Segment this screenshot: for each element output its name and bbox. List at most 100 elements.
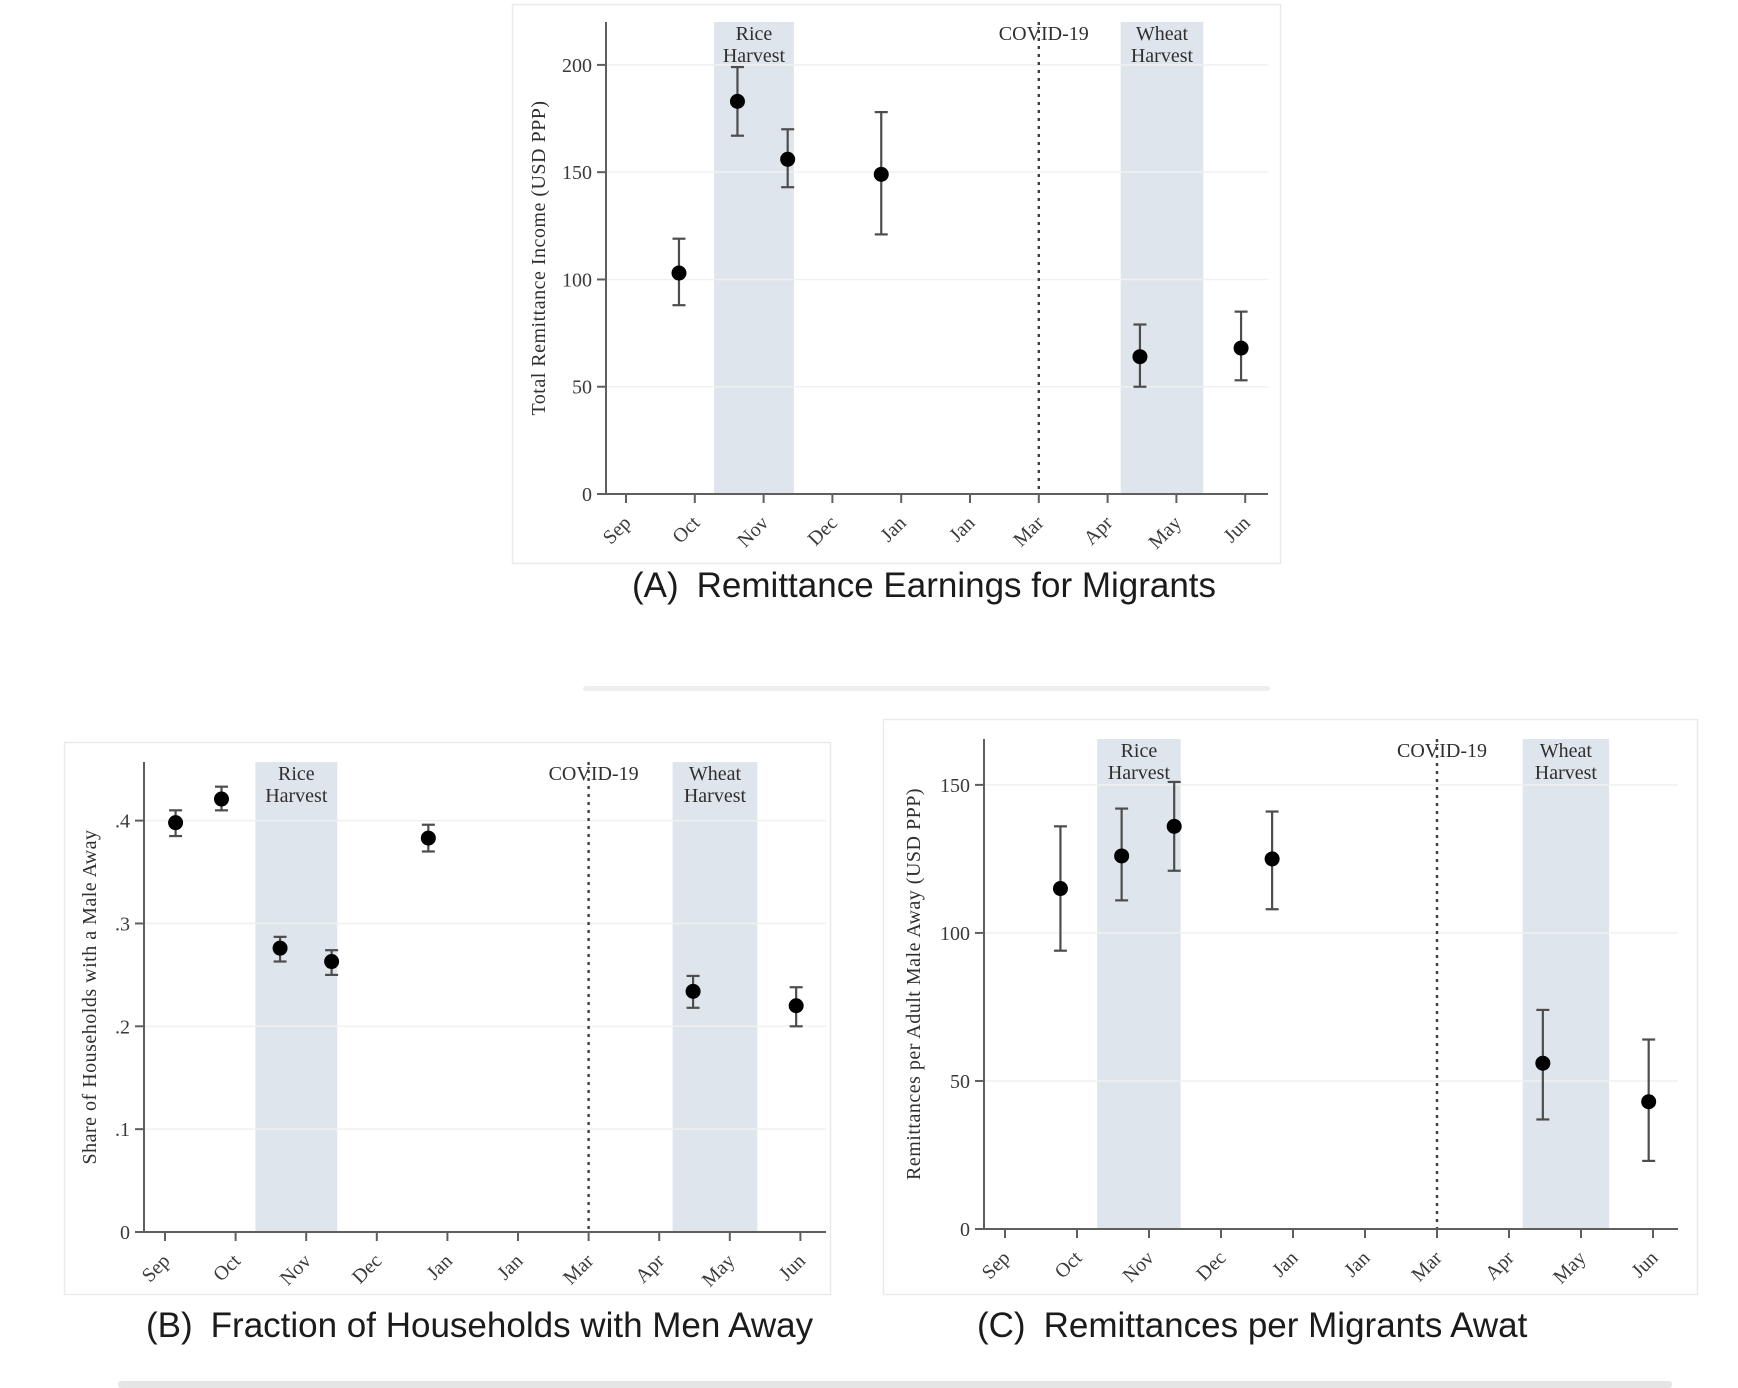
covid-label: COVID-19 [999,23,1089,45]
blurred-caption-bar [583,686,1270,691]
band-label-line1: Wheat [689,763,742,785]
data-point [873,166,889,182]
x-tick-label: Jan [423,1250,457,1284]
x-tick-label: Apr [1080,512,1118,550]
data-point [1535,1055,1551,1071]
harvest-band [672,762,758,1232]
caption-panel-a: (A) Remittance Earnings for Migrants [632,566,1216,606]
x-tick-label: Mar [1009,512,1048,551]
data-point [168,815,184,831]
y-tick-label: .2 [115,1016,130,1038]
data-point [788,998,804,1014]
x-tick-label: Mar [1407,1247,1446,1286]
y-tick-label: 50 [572,377,592,399]
x-tick-label: Oct [209,1250,245,1286]
data-point [671,265,687,281]
caption-c-prefix: (C) [977,1306,1026,1345]
x-tick-label: Apr [1481,1247,1519,1285]
x-tick-label: Apr [631,1250,669,1288]
caption-a-prefix: (A) [632,566,679,605]
panel-c-border [882,718,1699,1296]
y-tick-label: 150 [940,775,970,797]
data-point [272,940,288,956]
data-point [780,151,796,167]
caption-panel-c: (C) Remittances per Migrants Awat [977,1306,1527,1346]
x-tick-label: Jan [1268,1247,1302,1281]
y-axis-title: Remittances per Adult Male Away (USD PPP… [903,788,925,1180]
x-tick-label: Sep [978,1247,1015,1284]
band-label-line2: Harvest [1131,45,1194,67]
data-point [685,983,701,999]
band-label-line2: Harvest [1535,762,1598,784]
band-label-line1: Rice [278,763,315,785]
covid-label: COVID-19 [1397,740,1487,762]
harvest-band [1120,22,1204,494]
y-axis-title: Total Remittance Income (USD PPP) [528,100,550,415]
x-tick-label: Jan [1340,1247,1374,1281]
caption-b-text: Fraction of Households with Men Away [210,1306,814,1345]
y-tick-label: 150 [562,162,592,184]
data-point [1052,881,1068,897]
y-tick-label: .3 [115,913,130,935]
panel-a-border [511,3,1282,565]
y-tick-label: .1 [115,1119,130,1141]
x-tick-label: Dec [348,1250,386,1288]
band-label-line1: Rice [736,23,773,45]
x-tick-label: May [1144,512,1185,553]
data-point [1132,349,1148,365]
y-tick-label: 100 [562,269,592,291]
x-tick-label: Sep [599,512,636,549]
y-tick-label: 200 [562,55,592,77]
x-tick-label: Nov [1119,1247,1159,1287]
x-tick-label: May [1549,1247,1590,1288]
blurred-footer-bar [118,1381,1672,1388]
panel-b-border [63,741,832,1296]
band-label-line1: Rice [1121,740,1158,762]
harvest-band [714,22,794,494]
data-point [1264,851,1280,867]
x-tick-label: Jun [1627,1247,1662,1282]
x-tick-label: Jun [775,1250,810,1285]
x-tick-label: Dec [804,512,842,550]
band-label-line2: Harvest [1108,762,1171,784]
x-tick-label: Jun [1220,512,1255,547]
harvest-band [255,762,338,1232]
harvest-band [1097,739,1181,1229]
data-point [420,830,436,846]
caption-b-prefix: (B) [146,1306,193,1345]
x-tick-label: Mar [559,1250,598,1289]
caption-panel-b: (B) Fraction of Households with Men Away [146,1306,813,1346]
x-tick-label: Nov [733,512,773,552]
y-tick-label: 0 [960,1219,970,1241]
y-tick-label: .4 [115,811,130,833]
data-point [729,93,745,109]
caption-a-text: Remittance Earnings for Migrants [696,566,1217,605]
band-label-line2: Harvest [265,785,328,807]
band-label-line2: Harvest [684,785,747,807]
y-axis-title: Share of Households with a Male Away [79,830,101,1165]
data-point [1641,1094,1657,1110]
caption-c-text: Remittances per Migrants Awat [1043,1306,1528,1345]
x-tick-label: Nov [276,1250,316,1290]
x-tick-label: Jan [876,512,910,546]
data-point [1166,818,1182,834]
y-tick-label: 0 [120,1222,130,1244]
data-point [1114,848,1130,864]
harvest-band [1522,739,1610,1229]
x-tick-label: Dec [1192,1247,1230,1285]
band-label-line1: Wheat [1540,740,1593,762]
x-tick-label: Oct [1051,1247,1087,1283]
covid-label: COVID-19 [549,763,639,785]
y-tick-label: 50 [950,1071,970,1093]
band-label-line2: Harvest [723,45,786,67]
x-tick-label: Jan [493,1250,527,1284]
y-tick-label: 100 [940,923,970,945]
x-tick-label: Oct [668,512,704,548]
y-tick-label: 0 [582,484,592,506]
x-tick-label: May [698,1250,739,1291]
data-point [324,954,340,970]
x-tick-label: Jan [945,512,979,546]
data-point [1233,340,1249,356]
